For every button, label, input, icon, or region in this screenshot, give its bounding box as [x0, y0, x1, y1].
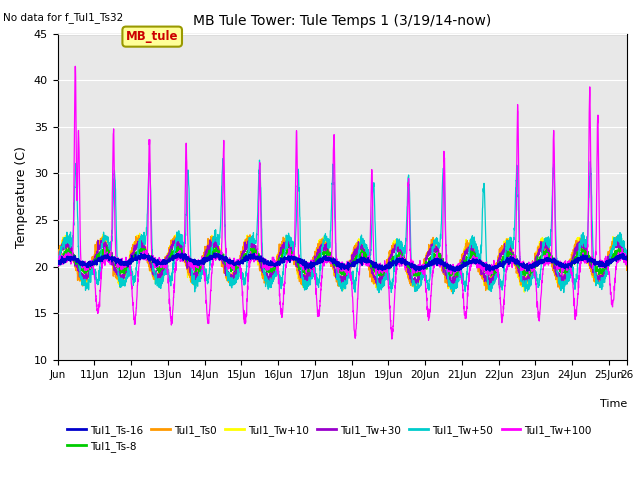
Y-axis label: Temperature (C): Temperature (C) [15, 146, 28, 248]
Bar [58, 173, 627, 267]
Title: MB Tule Tower: Tule Temps 1 (3/19/14-now): MB Tule Tower: Tule Temps 1 (3/19/14-now… [193, 14, 492, 28]
Text: Time: Time [600, 399, 627, 409]
Text: MB_tule: MB_tule [126, 30, 179, 43]
Text: No data for f_Tul1_Ts32: No data for f_Tul1_Ts32 [3, 12, 124, 23]
Legend: Tul1_Ts-16, Tul1_Ts-8, Tul1_Ts0, Tul1_Tw+10, Tul1_Tw+30, Tul1_Tw+50, Tul1_Tw+100: Tul1_Ts-16, Tul1_Ts-8, Tul1_Ts0, Tul1_Tw… [63, 420, 596, 456]
